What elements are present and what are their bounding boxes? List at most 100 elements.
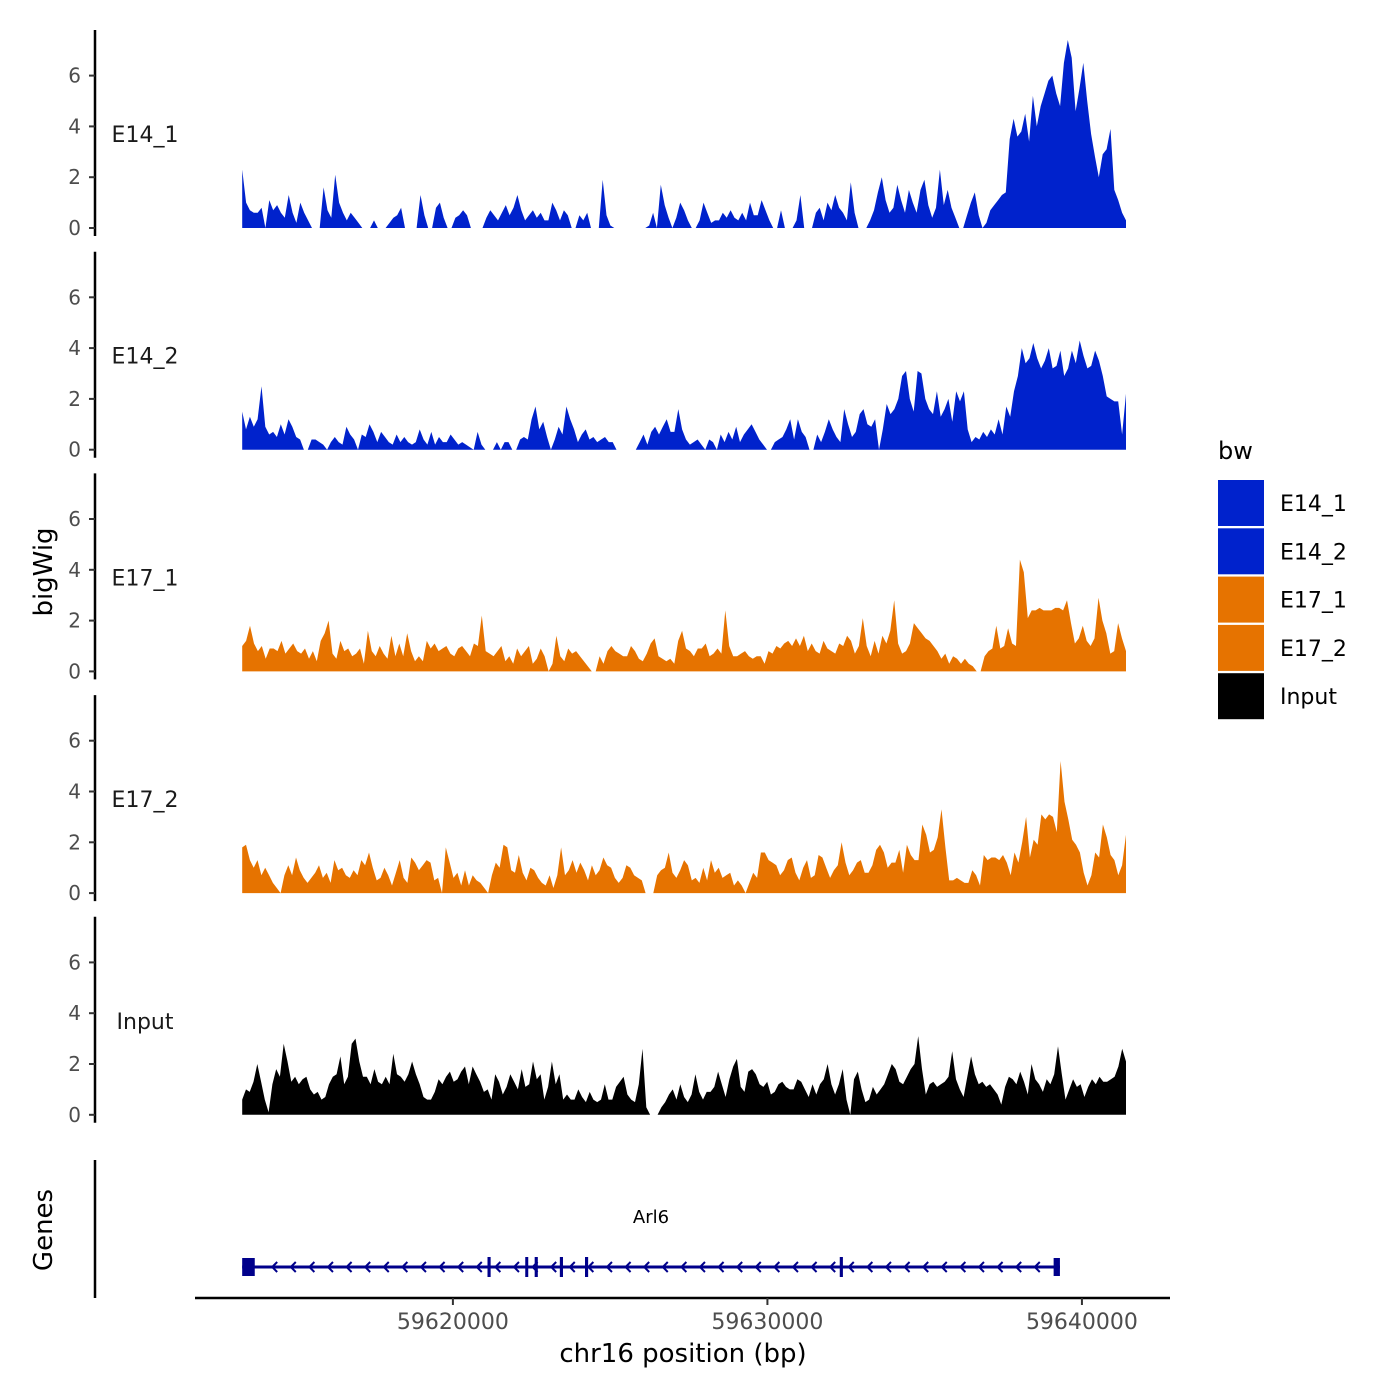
strand-arrow (586, 1261, 595, 1273)
strand-arrow (438, 1261, 446, 1273)
strand-arrow (698, 1261, 706, 1273)
strand-arrow (865, 1261, 874, 1273)
y-tick-label: 0 (68, 1103, 81, 1127)
exon (487, 1257, 491, 1277)
strand-arrow (568, 1261, 576, 1273)
y-tick-label: 4 (68, 114, 81, 138)
legend-swatch-input (1218, 673, 1264, 720)
y-tick-label: 4 (68, 558, 81, 582)
y-tick-label: 2 (68, 1052, 81, 1076)
exon (534, 1257, 538, 1277)
strand-arrow (270, 1261, 278, 1273)
strand-arrow (828, 1261, 836, 1273)
strand-arrow (847, 1261, 855, 1273)
exon (1053, 1258, 1060, 1276)
legend-swatch-e17-1 (1218, 576, 1264, 623)
y-tick-label: 4 (68, 1001, 81, 1025)
signal-area-input (242, 1036, 1126, 1115)
exon (839, 1257, 843, 1277)
legend-label-e14-1: E14_1 (1280, 492, 1347, 517)
strand-arrow (475, 1261, 483, 1273)
y-axis-title: bigWig (29, 527, 59, 616)
x-axis-title: chr16 position (bp) (559, 1339, 806, 1369)
legend-title: bw (1218, 437, 1253, 465)
strand-arrow (1014, 1261, 1022, 1273)
track-e14-2: 0 2 4 6 E14_2 (68, 251, 1126, 462)
track-label-e17-1: E17_1 (112, 566, 179, 591)
y-tick-label: 2 (68, 830, 81, 854)
legend: E14_1 E14_2 E17_1 E17_2 Input (1218, 480, 1347, 720)
strand-arrow (419, 1261, 427, 1273)
signal-area-e14-1 (242, 40, 1126, 228)
strand-arrow (549, 1261, 557, 1273)
strand-arrow (996, 1261, 1004, 1273)
legend-swatch-e14-2 (1218, 528, 1264, 575)
track-e17-2: 0 2 4 6 E17_2 (68, 695, 1126, 905)
strand-arrow (977, 1261, 985, 1273)
strand-arrow (679, 1261, 688, 1273)
track-label-e14-2: E14_2 (112, 345, 179, 370)
y-tick-label: 0 (68, 881, 81, 905)
strand-arrow (363, 1261, 371, 1273)
x-tick-label: 59640000 (1026, 1310, 1138, 1335)
track-label-e14-1: E14_1 (112, 123, 179, 148)
y-tick-label: 4 (68, 780, 81, 804)
x-tick-label: 59620000 (397, 1310, 509, 1335)
track-e14-1: 0 2 4 6 E14_1 (68, 30, 1126, 240)
x-axis: 59620000 59630000 59640000 (195, 1296, 1170, 1335)
y-tick-label: 0 (68, 216, 81, 240)
strand-arrow (512, 1261, 520, 1273)
y-tick-label: 2 (68, 165, 81, 189)
strand-arrow (605, 1261, 613, 1273)
strand-arrow (921, 1261, 929, 1273)
legend-swatch-e17-2 (1218, 624, 1264, 671)
signal-area-e17-1 (242, 559, 1126, 672)
strand-arrow (940, 1261, 948, 1273)
exon (242, 1258, 255, 1276)
strand-arrow (493, 1261, 502, 1273)
legend-swatch-e14-1 (1218, 480, 1264, 526)
exon (559, 1257, 563, 1277)
strand-arrow (958, 1261, 967, 1273)
legend-label-e17-2: E17_2 (1280, 637, 1347, 662)
strand-arrow (903, 1261, 911, 1273)
strand-arrow (345, 1261, 353, 1273)
y-tick-label: 4 (68, 336, 81, 360)
track-label-e17-2: E17_2 (112, 788, 179, 813)
y-tick-label: 0 (68, 438, 81, 462)
y-tick-label: 6 (68, 285, 81, 309)
strand-arrow (456, 1261, 464, 1273)
y-tick-label: 6 (68, 729, 81, 753)
legend-label-input: Input (1280, 685, 1337, 710)
strand-arrow (1033, 1261, 1041, 1273)
strand-arrow (326, 1261, 334, 1273)
signal-area-e17-2 (242, 761, 1126, 894)
strand-arrow (289, 1261, 297, 1273)
y-tick-label: 0 (68, 659, 81, 683)
track-label-input: Input (117, 1010, 174, 1035)
strand-arrow (754, 1261, 762, 1273)
strand-arrow (735, 1261, 743, 1273)
strand-arrow (661, 1261, 669, 1273)
legend-label-e14-2: E14_2 (1280, 540, 1347, 565)
strand-arrow (791, 1261, 799, 1273)
y-tick-label: 2 (68, 609, 81, 633)
strand-arrow (624, 1261, 632, 1273)
strand-arrow (772, 1261, 781, 1273)
strand-arrow (382, 1261, 390, 1273)
track-input: 0 2 4 6 Input (68, 916, 1126, 1127)
exon (525, 1257, 529, 1277)
y-tick-label: 2 (68, 387, 81, 411)
gene-track: Arl6 (93, 1160, 1060, 1298)
gene-name-label: Arl6 (633, 1207, 669, 1228)
track-e17-1: 0 2 4 6 E17_1 (68, 473, 1126, 683)
strand-arrow (810, 1261, 818, 1273)
strand-arrow (642, 1261, 650, 1273)
genes-panel-title: Genes (29, 1189, 59, 1271)
exon (585, 1257, 589, 1277)
strand-arrow (400, 1261, 409, 1273)
track-panels: 0 2 4 6 E14_1 0 2 4 6 E14_2 0 2 4 6 E17_1 0 2 4 6 E17_2 0 2 4 6… (68, 30, 1126, 1127)
y-tick-label: 6 (68, 950, 81, 974)
signal-area-e14-2 (242, 340, 1126, 450)
